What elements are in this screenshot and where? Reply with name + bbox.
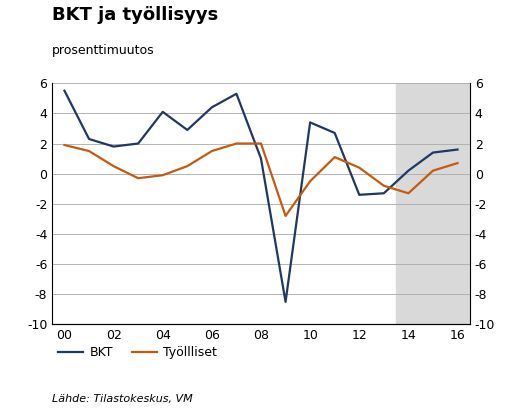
Legend: BKT, Työllliset: BKT, Työllliset — [53, 341, 222, 364]
Text: Lähde: Tilastokeskus, VM: Lähde: Tilastokeskus, VM — [52, 394, 193, 404]
Text: prosenttimuutos: prosenttimuutos — [52, 44, 155, 57]
Text: BKT ja työllisyys: BKT ja työllisyys — [52, 6, 218, 24]
Bar — [396, 83, 470, 324]
